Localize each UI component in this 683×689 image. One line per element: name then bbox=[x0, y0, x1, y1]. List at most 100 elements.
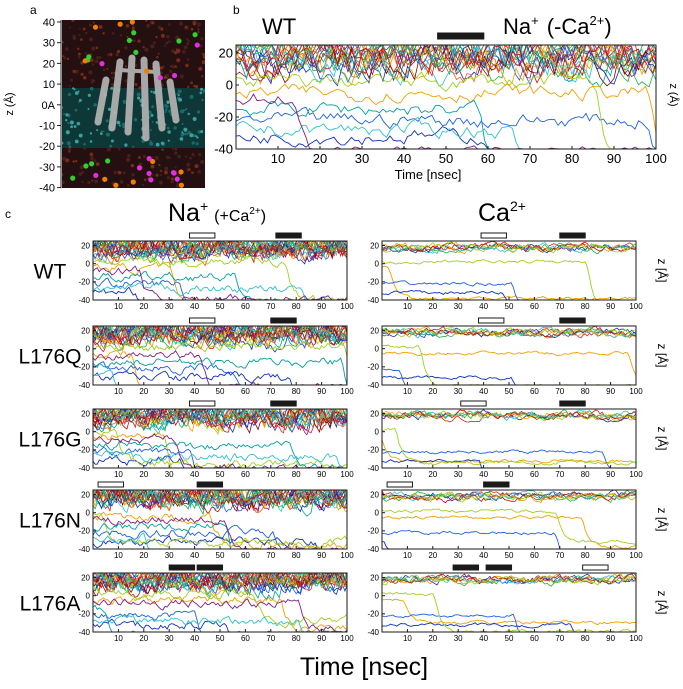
snapshot-molecule bbox=[131, 28, 134, 31]
ion-trace bbox=[93, 450, 347, 468]
ion-trace bbox=[382, 326, 636, 338]
snapshot-molecule bbox=[166, 34, 170, 39]
snapshot-molecule bbox=[169, 156, 172, 159]
plot-l176a-ca: 10 20 30 40 50 60 70 80 90 100 20 0 -20 -40 bbox=[367, 564, 643, 643]
snapshot-molecule bbox=[162, 65, 165, 68]
snapshot-ion bbox=[178, 169, 184, 175]
x-tick-label: 90 bbox=[317, 470, 326, 479]
snapshot-molecule bbox=[89, 140, 93, 143]
ion-trace bbox=[93, 598, 347, 632]
snapshot-molecule bbox=[79, 38, 83, 42]
column-title-na-ion: Na bbox=[168, 199, 200, 227]
ion-trace bbox=[93, 587, 347, 629]
ion-trajectories bbox=[382, 241, 636, 300]
ion-trace bbox=[382, 491, 636, 504]
snapshot-molecule bbox=[67, 147, 72, 152]
x-tick-label: 80 bbox=[292, 302, 301, 311]
snapshot-molecule bbox=[197, 25, 200, 28]
x-tick-label: 100 bbox=[645, 151, 667, 166]
x-tick-label: 10 bbox=[114, 302, 123, 311]
snapshot-molecule bbox=[167, 139, 170, 142]
snapshot-molecule bbox=[98, 25, 103, 29]
snapshot-molecule bbox=[149, 141, 154, 146]
snapshot-molecule bbox=[171, 49, 175, 54]
snapshot-molecule bbox=[189, 156, 192, 160]
snapshot-molecule bbox=[81, 180, 84, 183]
snapshot-ion bbox=[92, 24, 99, 30]
snapshot-ion bbox=[83, 163, 89, 169]
y-tick-label: 0 bbox=[375, 344, 380, 353]
ion-trace bbox=[382, 613, 636, 632]
snapshot-molecule bbox=[200, 87, 204, 91]
snapshot-molecule bbox=[131, 173, 135, 177]
snapshot-molecule bbox=[160, 141, 165, 145]
ion-trace bbox=[93, 241, 347, 265]
x-tick-label: 80 bbox=[292, 551, 301, 560]
snapshot-molecule bbox=[196, 136, 199, 139]
snapshot-molecule bbox=[124, 143, 128, 147]
ion-trace bbox=[93, 277, 347, 300]
x-tick-label: 10 bbox=[114, 470, 123, 479]
y-tick-label: 20 bbox=[370, 573, 379, 582]
snapshot-molecule bbox=[91, 46, 96, 51]
row-label: L176Q bbox=[18, 346, 81, 369]
x-tick-label: 80 bbox=[292, 470, 301, 479]
snapshot-ion bbox=[82, 58, 88, 64]
x-tick-label: 70 bbox=[555, 634, 564, 643]
ion-trace bbox=[93, 614, 347, 632]
ion-trace bbox=[382, 574, 636, 585]
time-window-bar-open bbox=[480, 232, 507, 239]
panel-a-ytick-label: 30 bbox=[43, 38, 55, 50]
snapshot-molecule bbox=[166, 176, 171, 180]
snapshot-molecule bbox=[181, 131, 184, 134]
x-tick-label: 30 bbox=[165, 470, 174, 479]
snapshot-molecule bbox=[71, 121, 74, 124]
ion-trace bbox=[93, 282, 347, 300]
snapshot-ion bbox=[105, 158, 111, 164]
x-tick-label: 90 bbox=[317, 634, 326, 643]
plot-wt-ca: 10 20 30 40 50 60 70 80 90 100 20 0 -20 -40 bbox=[367, 232, 643, 311]
snapshot-molecule bbox=[166, 126, 170, 130]
snapshot-molecule bbox=[169, 69, 173, 74]
time-window-bar-filled bbox=[437, 32, 485, 40]
snapshot-molecule bbox=[152, 41, 156, 45]
time-window-bar-open bbox=[478, 317, 505, 324]
snapshot-molecule bbox=[191, 152, 195, 157]
ion-trace bbox=[93, 511, 347, 549]
x-tick-label: 100 bbox=[629, 634, 643, 643]
ion-trace bbox=[236, 99, 656, 149]
x-tick-label: 80 bbox=[581, 470, 590, 479]
snapshot-molecule bbox=[168, 109, 172, 113]
x-tick-label: 90 bbox=[317, 387, 326, 396]
ion-trace bbox=[236, 45, 656, 86]
ion-trace bbox=[97, 241, 347, 262]
snapshot-molecule bbox=[91, 179, 94, 182]
ion-trace bbox=[93, 409, 347, 433]
snapshot-ion bbox=[133, 49, 139, 55]
panel-a-ytick-label: 10 bbox=[43, 79, 55, 91]
snapshot-ion bbox=[89, 161, 95, 167]
time-window-bar-filled bbox=[559, 400, 586, 407]
ion-trace bbox=[93, 241, 347, 264]
snapshot-molecule bbox=[197, 130, 202, 134]
time-window-bar-filled bbox=[196, 481, 224, 488]
snapshot-ion bbox=[192, 32, 198, 38]
panel-b-title-close: ) bbox=[604, 14, 611, 39]
snapshot-molecule bbox=[196, 110, 201, 114]
snapshot-molecule bbox=[66, 141, 71, 146]
snapshot-molecule bbox=[62, 55, 65, 58]
snapshot-molecule bbox=[133, 39, 136, 42]
snapshot-molecule bbox=[65, 130, 70, 135]
snapshot-molecule bbox=[91, 63, 95, 66]
snapshot-molecule bbox=[177, 93, 180, 97]
snapshot-molecule bbox=[150, 129, 153, 132]
snapshot-molecule bbox=[79, 27, 81, 30]
snapshot-ion bbox=[174, 176, 180, 182]
ion-trace bbox=[382, 410, 636, 422]
snapshot-molecule bbox=[96, 129, 99, 132]
snapshot-molecule bbox=[127, 153, 131, 158]
plot-area bbox=[382, 409, 636, 468]
snapshot-molecule bbox=[68, 150, 71, 153]
snapshot-molecule bbox=[113, 170, 117, 175]
